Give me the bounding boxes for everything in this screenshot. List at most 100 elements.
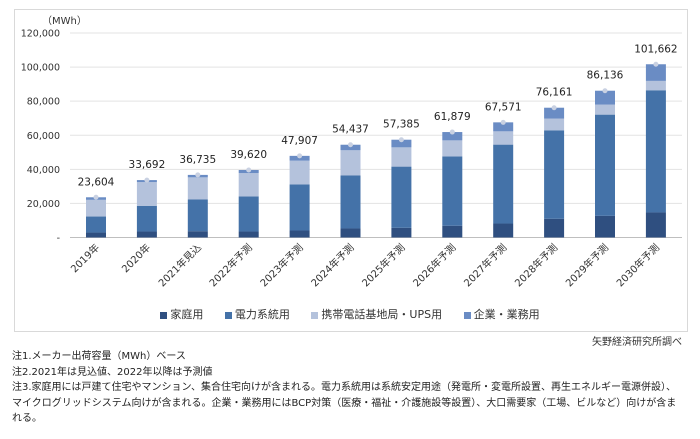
y-tick-label: 120,000 (21, 29, 60, 40)
y-tick-label: 20,000 (27, 199, 60, 210)
x-tick-label: 2027年予測 (461, 241, 509, 289)
total-marker (246, 167, 252, 173)
legend-item-business: 企業・業務用 (463, 306, 540, 322)
total-marker (93, 194, 99, 200)
y-tick-label: 40,000 (27, 165, 60, 176)
x-tick-label: 2026年予測 (410, 241, 458, 289)
x-tick-label: 2023年予測 (257, 241, 305, 289)
bar-segment-3 (391, 139, 412, 148)
total-label: 76,161 (536, 87, 573, 99)
total-marker (144, 177, 150, 183)
bar-segment-2 (289, 160, 310, 185)
bar-segment-3 (493, 122, 514, 132)
bar-segment-0 (238, 231, 259, 238)
total-marker (348, 142, 353, 148)
total-marker (653, 61, 659, 67)
total-marker (297, 153, 303, 159)
bar-segment-2 (442, 140, 463, 157)
total-marker (602, 88, 608, 94)
chart-frame (14, 9, 688, 332)
note-3: 注3.家庭用には戸建て住宅やマンション、集合住宅向けが含まれる。電力系統用は系統… (12, 382, 677, 424)
x-tick-label: 2020年 (119, 241, 153, 275)
bar-segment-0 (187, 231, 208, 238)
bar-segment-1 (442, 156, 463, 226)
bar-segment-0 (136, 231, 157, 238)
bar-segment-2 (238, 173, 259, 197)
legend-item-ups: 携帯電話基地局・UPS用 (311, 306, 442, 322)
notes: 注1.メーカー出荷容量（MWh）ベース 注2.2021年は見込値、2022年以降… (12, 349, 682, 427)
total-label: 101,662 (634, 43, 677, 55)
bar-segment-3 (442, 132, 463, 141)
bar-segment-0 (645, 212, 666, 238)
source-credit: 矢野経済研究所調べ (592, 337, 682, 348)
legend-swatch (224, 311, 232, 319)
total-label: 57,385 (383, 119, 420, 131)
bar-segment-1 (493, 144, 514, 224)
x-tick-label: 2030年予測 (614, 241, 662, 289)
bar-segment-3 (595, 90, 615, 105)
legend-label: 企業・業務用 (473, 308, 540, 321)
x-tick-label: 2019年 (68, 241, 102, 275)
bar-segment-2 (86, 199, 106, 217)
bar-segment-1 (289, 184, 310, 231)
total-label: 61,879 (434, 111, 471, 123)
x-tick-label: 2028年予測 (512, 241, 560, 289)
total-label: 23,604 (78, 176, 115, 188)
bar-segment-1 (595, 114, 615, 216)
x-tick-label: 2029年予測 (563, 241, 611, 289)
bar-segment-0 (493, 223, 514, 238)
legend-swatch (160, 311, 168, 319)
note-2: 注2.2021年は見込値、2022年以降は予測値 (12, 366, 213, 378)
bar-segment-2 (340, 150, 361, 176)
bar-segment-0 (391, 227, 412, 238)
bar-segment-1 (544, 130, 565, 219)
bar-segment-1 (645, 90, 666, 213)
bar-segment-3 (340, 144, 361, 151)
bar-segment-2 (544, 118, 565, 131)
stacked-bar-chart: （MWh） - 20,000 40,000 60,000 80,000 100,000 120… (21, 15, 682, 289)
bar-segment-2 (595, 104, 615, 115)
bar-segment-3 (645, 64, 666, 81)
bar-segment-1 (136, 205, 157, 232)
legend-swatch (311, 311, 319, 319)
bar-segment-1 (340, 175, 361, 229)
legend-item-home: 家庭用 (160, 306, 203, 322)
legend-item-grid: 電力系統用 (224, 306, 290, 322)
bar-segment-2 (187, 177, 208, 200)
bar-segment-2 (136, 182, 157, 206)
total-label: 47,907 (281, 135, 318, 147)
bar-segment-2 (391, 147, 412, 167)
total-marker (449, 129, 455, 135)
bar-segment-0 (544, 218, 565, 238)
bar-segment-2 (645, 80, 666, 91)
bar-segment-1 (391, 166, 412, 228)
bar-segment-0 (595, 215, 615, 238)
note-1: 注1.メーカー出荷容量（MWh）ベース (12, 351, 186, 362)
total-marker (398, 137, 404, 143)
total-label: 67,571 (485, 101, 522, 113)
total-label: 36,735 (179, 154, 216, 166)
x-tick-label: 2025年予測 (359, 241, 407, 289)
total-label: 33,692 (129, 159, 166, 171)
total-marker (500, 119, 506, 125)
total-label: 39,620 (230, 149, 267, 161)
bar-segment-0 (86, 232, 106, 238)
y-tick-label: - (57, 233, 60, 244)
x-tick-label: 2022年予測 (206, 241, 254, 289)
bar-segment-1 (187, 199, 208, 232)
y-tick-label: 60,000 (27, 131, 60, 142)
legend: 家庭用 電力系統用 携帯電話基地局・UPS用 企業・業務用 (0, 306, 700, 322)
bar-segment-0 (340, 228, 361, 238)
bar-segment-0 (289, 230, 310, 238)
y-tick-label: 80,000 (27, 97, 60, 108)
x-tick-label: 2024年予測 (308, 241, 356, 289)
total-label: 86,136 (587, 70, 624, 82)
bar-segment-1 (86, 216, 106, 233)
bar-segment-2 (493, 131, 514, 145)
bar-segment-3 (544, 107, 565, 119)
legend-label: 電力系統用 (234, 308, 290, 321)
legend-label: 家庭用 (170, 308, 204, 321)
legend-swatch (463, 311, 471, 319)
total-marker (551, 105, 557, 111)
y-axis-unit: （MWh） (42, 15, 87, 27)
